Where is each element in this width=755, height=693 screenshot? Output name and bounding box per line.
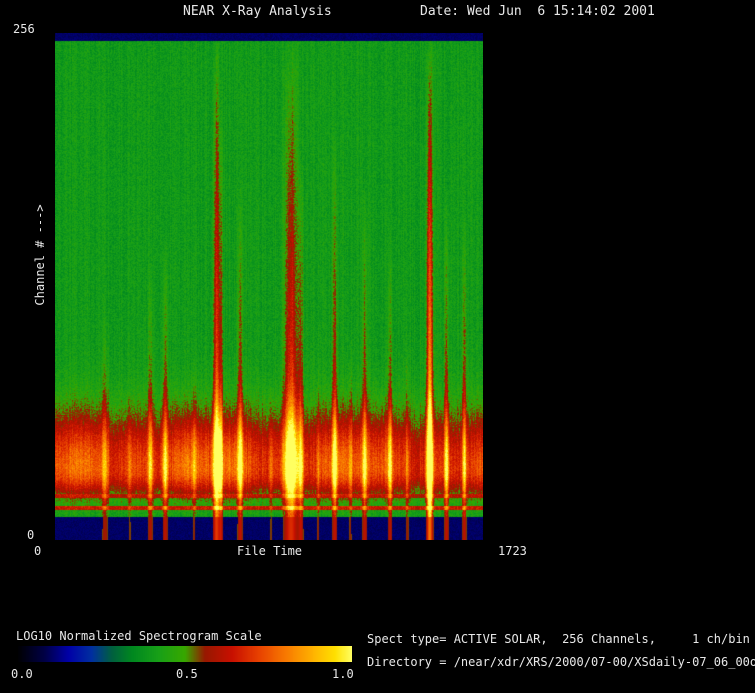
y-axis-bottom-tick: 0 (27, 528, 35, 542)
x-axis-right-tick: 1723 (498, 544, 527, 558)
colorbar (18, 646, 352, 662)
colorbar-tick-2: 1.0 (332, 667, 354, 681)
date-label: Date: Wed Jun 6 15:14:02 2001 (420, 4, 655, 19)
spect-type-info: Spect type= ACTIVE SOLAR, 256 Channels, … (367, 632, 750, 646)
x-axis-left-tick: 0 (34, 544, 42, 558)
spectrogram-plot (55, 33, 483, 540)
spectrogram-canvas (55, 33, 483, 540)
colorbar-tick-1: 0.5 (176, 667, 198, 681)
colorbar-title: LOG10 Normalized Spectrogram Scale (16, 629, 262, 643)
colorbar-tick-0: 0.0 (11, 667, 33, 681)
x-axis-title: File Time (237, 544, 303, 558)
y-axis-title: Channel # ---> (33, 204, 47, 306)
colorbar-canvas (18, 646, 352, 662)
page-title: NEAR X-Ray Analysis (183, 4, 332, 19)
directory-info: Directory = /near/xdr/XRS/2000/07-00/XSd… (367, 655, 755, 669)
y-axis-top-tick: 256 (13, 22, 35, 36)
